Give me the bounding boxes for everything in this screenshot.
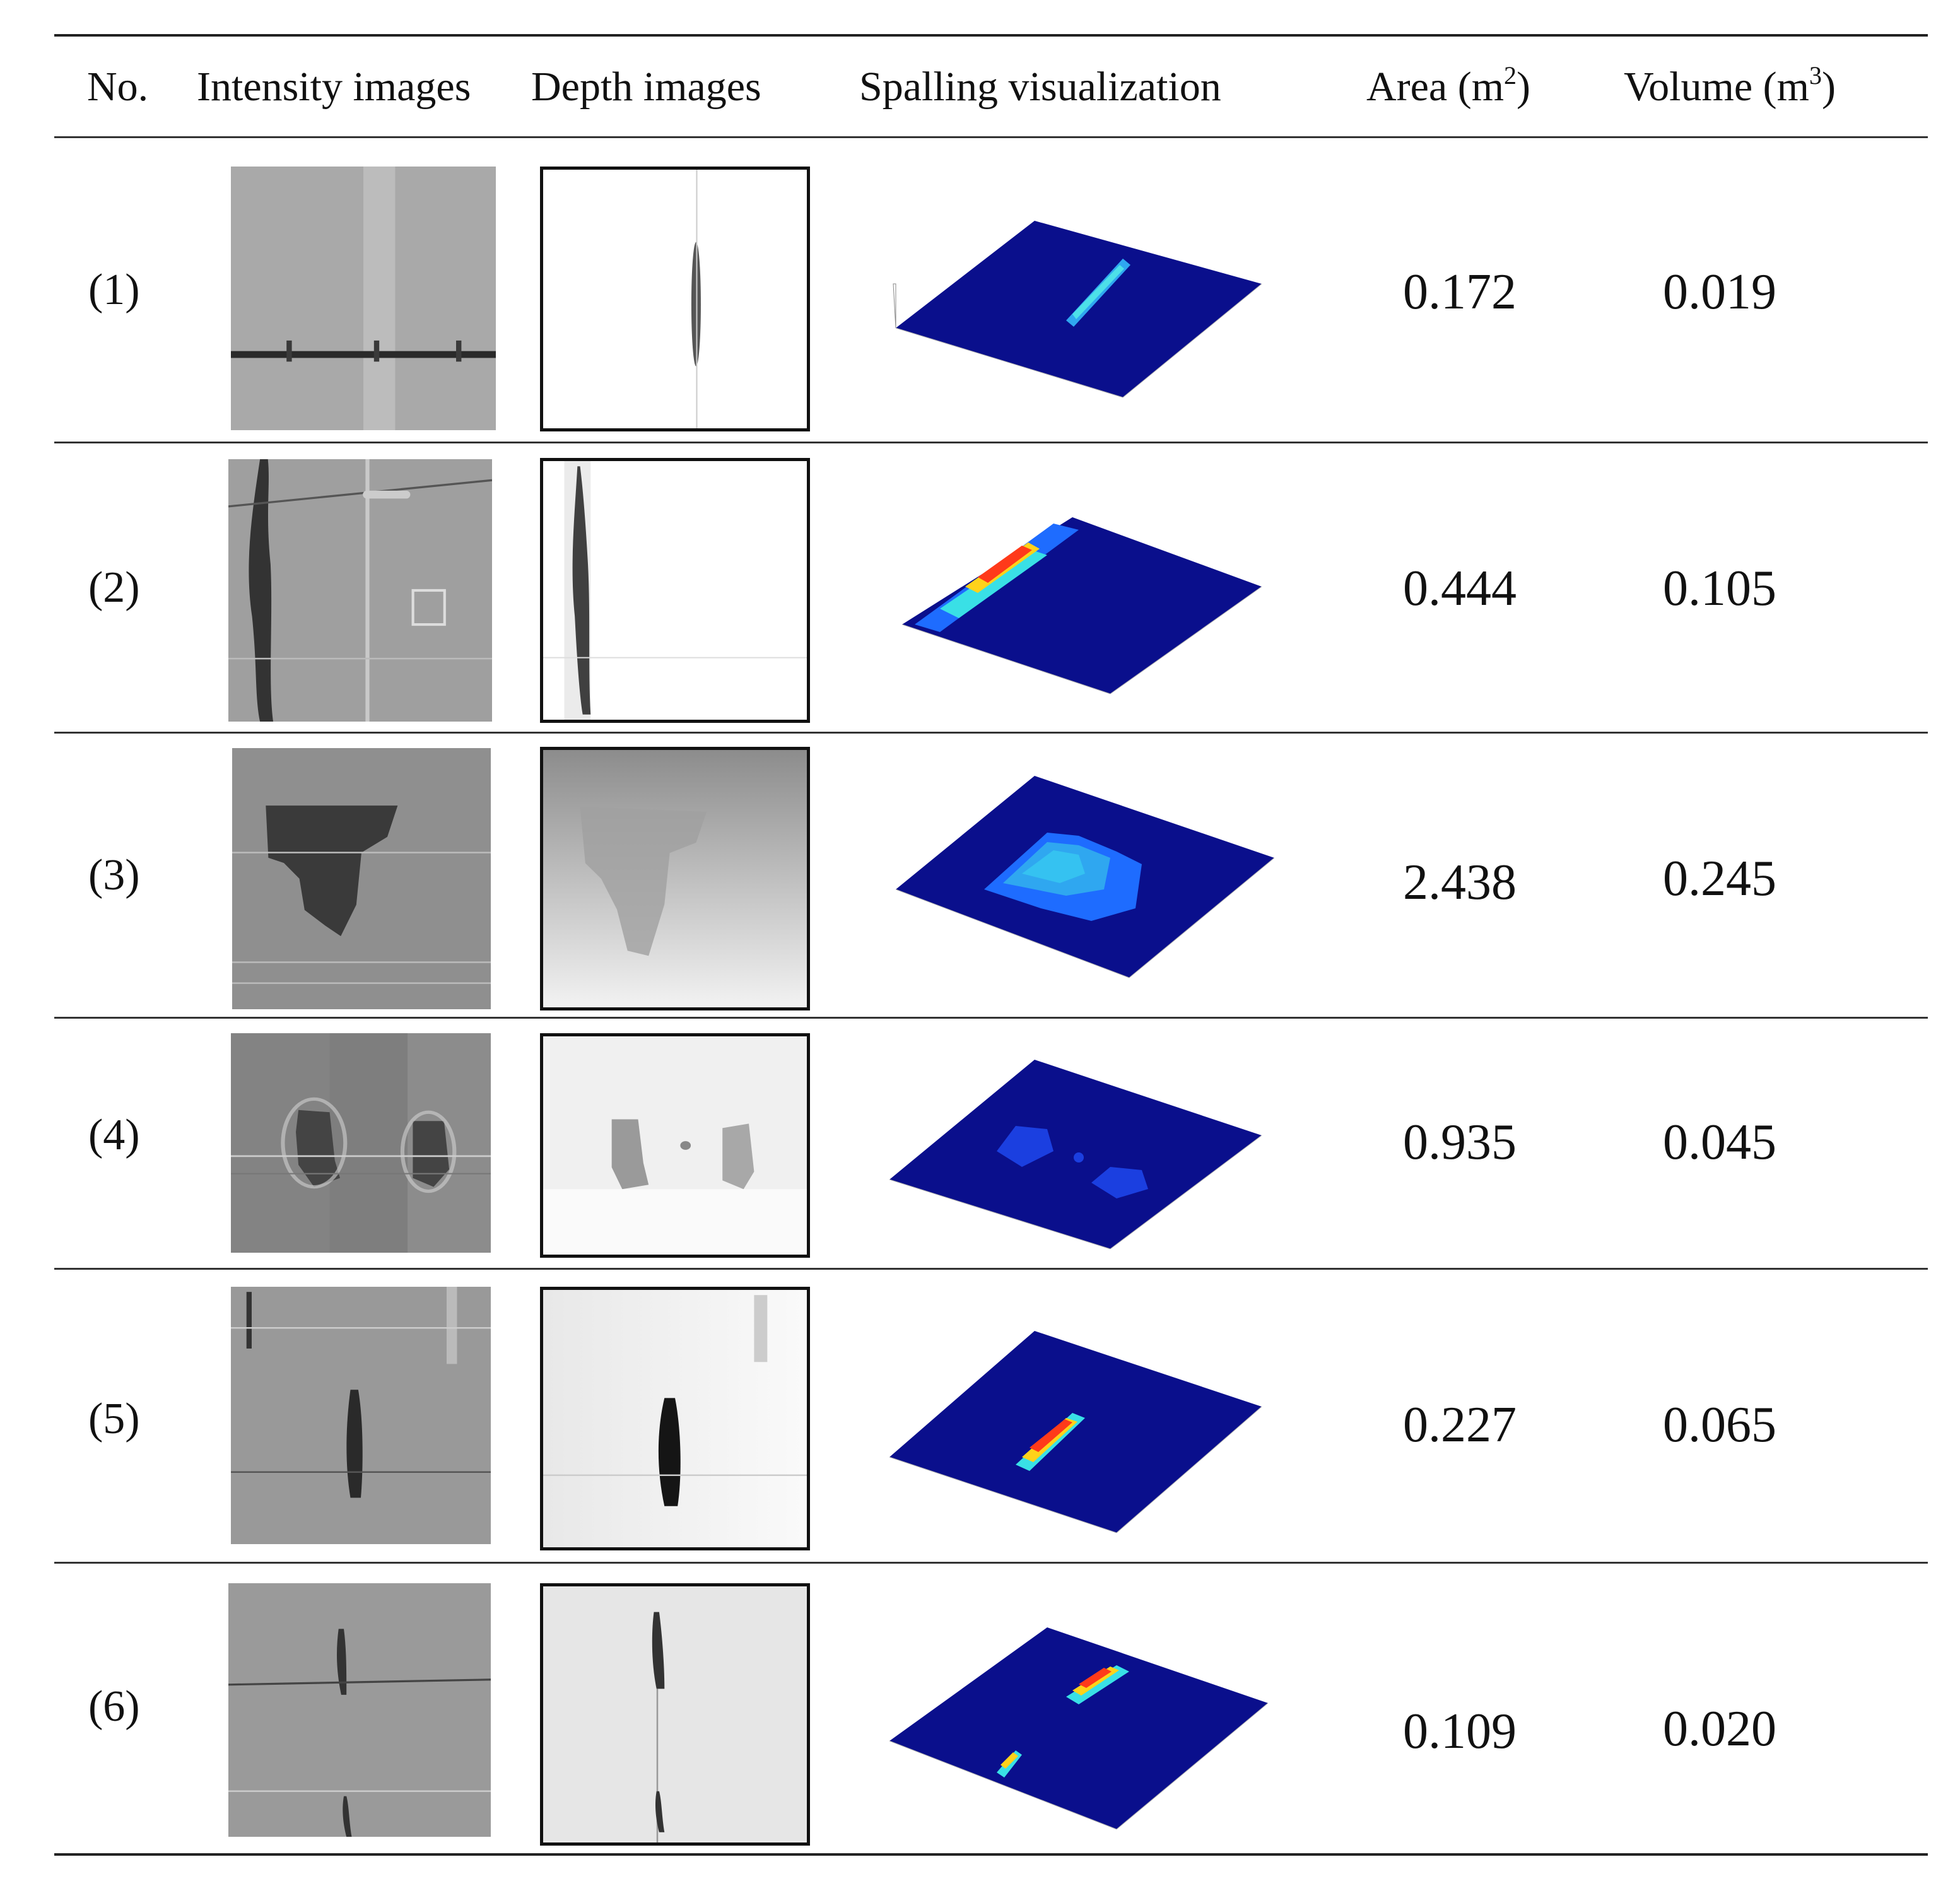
header-intensity-images: Intensity images — [197, 64, 471, 110]
volume-value: 0.019 — [1663, 264, 1776, 320]
intensity-image — [231, 167, 496, 430]
row-number: (1) — [88, 266, 140, 314]
area-value: 0.227 — [1403, 1397, 1517, 1453]
area-value: 0.172 — [1403, 264, 1517, 320]
header-no: No. — [87, 64, 149, 110]
row-number: (2) — [88, 563, 140, 612]
header-spalling-visualization: Spalling visualization — [859, 64, 1221, 110]
spalling-visualization — [871, 467, 1274, 706]
row-separator — [54, 732, 1928, 734]
area-value: 0.444 — [1403, 561, 1517, 616]
row-separator — [54, 1268, 1928, 1270]
volume-value: 0.245 — [1663, 851, 1776, 906]
intensity-image — [228, 1583, 491, 1837]
row-separator — [54, 1017, 1928, 1019]
volume-value: 0.045 — [1663, 1115, 1776, 1170]
depth-image — [540, 167, 810, 431]
area-value: 2.438 — [1403, 855, 1517, 910]
header-area: Area (m2) — [1366, 62, 1530, 112]
header-volume-close: ) — [1821, 64, 1836, 110]
row-number: (3) — [88, 851, 140, 899]
area-value: 0.935 — [1403, 1115, 1517, 1170]
intensity-image — [231, 1033, 491, 1253]
row-number: (4) — [88, 1111, 140, 1159]
depth-image — [540, 1583, 810, 1846]
header-area-exp: 2 — [1504, 61, 1517, 90]
header-volume-label: Volume (m — [1624, 64, 1809, 110]
volume-value: 0.065 — [1663, 1397, 1776, 1453]
header-volume: Volume (m3) — [1624, 62, 1836, 112]
row-separator — [54, 1562, 1928, 1564]
intensity-image — [231, 1287, 491, 1544]
spalling-visualization — [864, 1041, 1268, 1262]
area-value: 0.109 — [1403, 1704, 1517, 1759]
header-area-close: ) — [1517, 64, 1531, 110]
header-depth-images: Depth images — [531, 64, 761, 110]
intensity-image — [232, 748, 491, 1009]
header-bottom-rule — [54, 136, 1928, 138]
depth-image — [540, 458, 810, 723]
row-number: (5) — [88, 1395, 140, 1443]
header-volume-exp: 3 — [1809, 61, 1822, 90]
depth-image — [540, 1287, 810, 1550]
row-number: (6) — [88, 1682, 140, 1731]
volume-value: 0.105 — [1663, 561, 1776, 616]
table-bottom-rule — [54, 1853, 1928, 1856]
spalling-visualization — [864, 1318, 1268, 1545]
spalling-visualization — [871, 170, 1274, 423]
row-separator — [54, 442, 1928, 443]
intensity-image — [228, 459, 492, 722]
header-area-label: Area (m — [1366, 64, 1505, 110]
volume-value: 0.020 — [1663, 1701, 1776, 1757]
table-top-rule — [54, 34, 1928, 37]
depth-image — [540, 1033, 810, 1258]
spalling-visualization — [864, 1615, 1268, 1854]
spalling-visualization — [877, 763, 1281, 1003]
depth-image — [540, 747, 810, 1010]
